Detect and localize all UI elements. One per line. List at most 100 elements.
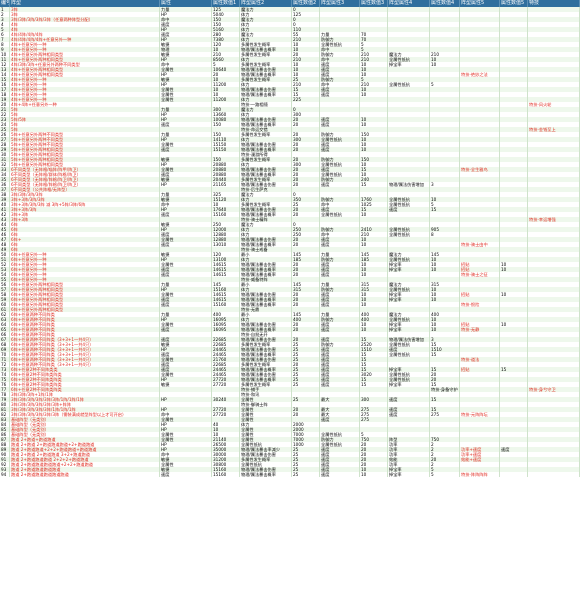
cell-attr[interactable]: 敏捷 — [160, 222, 212, 227]
cell-id[interactable]: 53 — [0, 267, 10, 272]
cell-attr5[interactable] — [460, 252, 500, 257]
cell-value5[interactable]: 10 — [500, 262, 528, 267]
cell-attr[interactable]: 全属性 — [160, 97, 212, 102]
cell-value2[interactable]: 300 — [292, 162, 320, 167]
cell-value2[interactable]: 300 — [292, 137, 320, 142]
cell-value5[interactable] — [500, 377, 528, 382]
cell-attr4[interactable]: 速度 — [388, 397, 430, 402]
cell-attr[interactable]: 全属性 — [160, 262, 212, 267]
cell-id[interactable]: 81 — [0, 407, 10, 412]
cell-value2[interactable]: 20 — [292, 297, 320, 302]
cell-value5[interactable] — [500, 412, 528, 417]
header-cell-attr[interactable]: 属性 — [160, 0, 212, 7]
cell-value1[interactable]: 17640 — [212, 207, 240, 212]
cell-attr[interactable]: HP — [160, 112, 212, 117]
cell-attr[interactable]: 全属性 — [160, 142, 212, 147]
cell-value3[interactable]: 20 — [360, 447, 388, 452]
cell-id[interactable]: 61 — [0, 307, 10, 312]
cell-attr2[interactable]: 体力 — [240, 97, 292, 102]
cell-attr5[interactable] — [460, 217, 500, 222]
cell-value1[interactable]: 10 — [212, 77, 240, 82]
cell-attr3[interactable]: 防御力 — [320, 177, 360, 182]
cell-value5[interactable] — [500, 277, 528, 282]
cell-attr5[interactable] — [460, 342, 500, 347]
cell-value1[interactable]: 22685 — [212, 337, 240, 342]
cell-value2[interactable]: 0 — [292, 107, 320, 112]
cell-id[interactable]: 87 — [0, 437, 10, 442]
cell-attr4[interactable]: 掉宝率 — [388, 472, 430, 477]
cell-attr4[interactable] — [388, 177, 430, 182]
cell-value5[interactable] — [500, 72, 528, 77]
cell-attr5[interactable] — [460, 402, 500, 407]
cell-value5[interactable] — [500, 432, 528, 437]
cell-id[interactable]: 17 — [0, 87, 10, 92]
cell-value1[interactable]: 24465 — [212, 347, 240, 352]
cell-formation[interactable]: 6阵+任意另外一种 — [10, 267, 160, 272]
cell-attr4[interactable] — [388, 147, 430, 152]
cell-value5[interactable] — [500, 232, 528, 237]
cell-value1[interactable]: 10640 — [212, 67, 240, 72]
cell-id[interactable]: 83 — [0, 417, 10, 422]
cell-id[interactable]: 89 — [0, 447, 10, 452]
cell-value4[interactable]: 750 — [430, 437, 460, 442]
cell-id[interactable]: 18 — [0, 92, 10, 97]
cell-attr5[interactable] — [460, 442, 500, 447]
cell-attr2[interactable]: 魔法力 — [240, 17, 292, 22]
cell-value3[interactable]: 10 — [360, 322, 388, 327]
cell-attr3[interactable]: 全属性抵抗 — [320, 162, 360, 167]
cell-value1[interactable]: 120 — [212, 42, 240, 47]
header-cell-attr3[interactable]: 阵型属性3 — [320, 0, 360, 7]
cell-value5[interactable] — [500, 282, 528, 287]
cell-attr[interactable]: HP — [160, 427, 212, 432]
cell-value4[interactable]: 10 — [430, 62, 460, 67]
cell-id[interactable]: 49 — [0, 247, 10, 252]
cell-value3[interactable] — [360, 22, 388, 27]
cell-id[interactable]: 69 — [0, 347, 10, 352]
cell-formation[interactable]: 6不同类型（公共阵格/无阵型） — [10, 187, 160, 192]
cell-value2[interactable]: 20 — [292, 327, 320, 332]
cell-attr[interactable]: 敏捷 — [160, 467, 212, 472]
cell-value2[interactable]: 25 — [292, 352, 320, 357]
cell-attr[interactable]: HP — [160, 317, 212, 322]
cell-formation[interactable]: 6阵+任意另外两种相同类型 — [10, 307, 160, 312]
cell-attr2[interactable]: 特技-无鼎 — [240, 307, 292, 312]
cell-attr5[interactable]: 特技-无静 — [460, 327, 500, 332]
cell-formation[interactable]: 6阵+任意2种不同阵类阵类 — [10, 377, 160, 382]
cell-attr5[interactable] — [460, 157, 500, 162]
cell-attr4[interactable]: 掉宝率 — [388, 292, 430, 297]
cell-value3[interactable] — [360, 107, 388, 112]
cell-attr3[interactable]: 防御力 — [320, 342, 360, 347]
cell-value5[interactable] — [500, 52, 528, 57]
cell-value4[interactable] — [430, 27, 460, 32]
cell-attr2[interactable]: 体力 — [240, 37, 292, 42]
cell-attr5[interactable] — [460, 87, 500, 92]
cell-attr[interactable]: HP — [160, 37, 212, 42]
cell-attr2[interactable]: 特技-命运交错 — [240, 127, 292, 132]
cell-attr2[interactable]: 全属性 — [240, 397, 292, 402]
cell-value2[interactable] — [292, 217, 320, 222]
cell-formation[interactable]: 5阵 — [10, 127, 160, 132]
cell-attr2[interactable]: 体力 — [240, 12, 292, 17]
cell-value2[interactable]: 10 — [292, 62, 320, 67]
cell-attr2[interactable]: 体力 — [240, 257, 292, 262]
cell-attr3[interactable]: 全属性抵抗 — [320, 42, 360, 47]
cell-attr[interactable]: 全属性 — [160, 237, 212, 242]
cell-formation[interactable]: 6不同类型（无阵格/群体/阵格/阵卫） — [10, 172, 160, 177]
cell-value1[interactable] — [212, 127, 240, 132]
cell-formation[interactable]: 4阵 — [10, 27, 160, 32]
cell-value4[interactable] — [430, 122, 460, 127]
cell-value1[interactable]: 20 — [212, 72, 240, 77]
cell-value5[interactable] — [500, 142, 528, 147]
cell-value2[interactable]: 210 — [292, 57, 320, 62]
cell-value2[interactable] — [292, 402, 320, 407]
cell-attr2[interactable]: 多属性发生概率 — [240, 157, 292, 162]
cell-value2[interactable]: 25 — [292, 447, 320, 452]
header-cell-value3[interactable]: 属性数值3 — [360, 0, 388, 7]
cell-attr[interactable]: 速度 — [160, 337, 212, 342]
cell-attr5[interactable] — [460, 312, 500, 317]
cell-attr2[interactable]: 体力 — [240, 112, 292, 117]
cell-value4[interactable]: 10 — [430, 317, 460, 322]
cell-value5[interactable] — [500, 307, 528, 312]
cell-formation[interactable]: 6阵+任意另外一种 — [10, 257, 160, 262]
cell-value5[interactable] — [500, 397, 528, 402]
